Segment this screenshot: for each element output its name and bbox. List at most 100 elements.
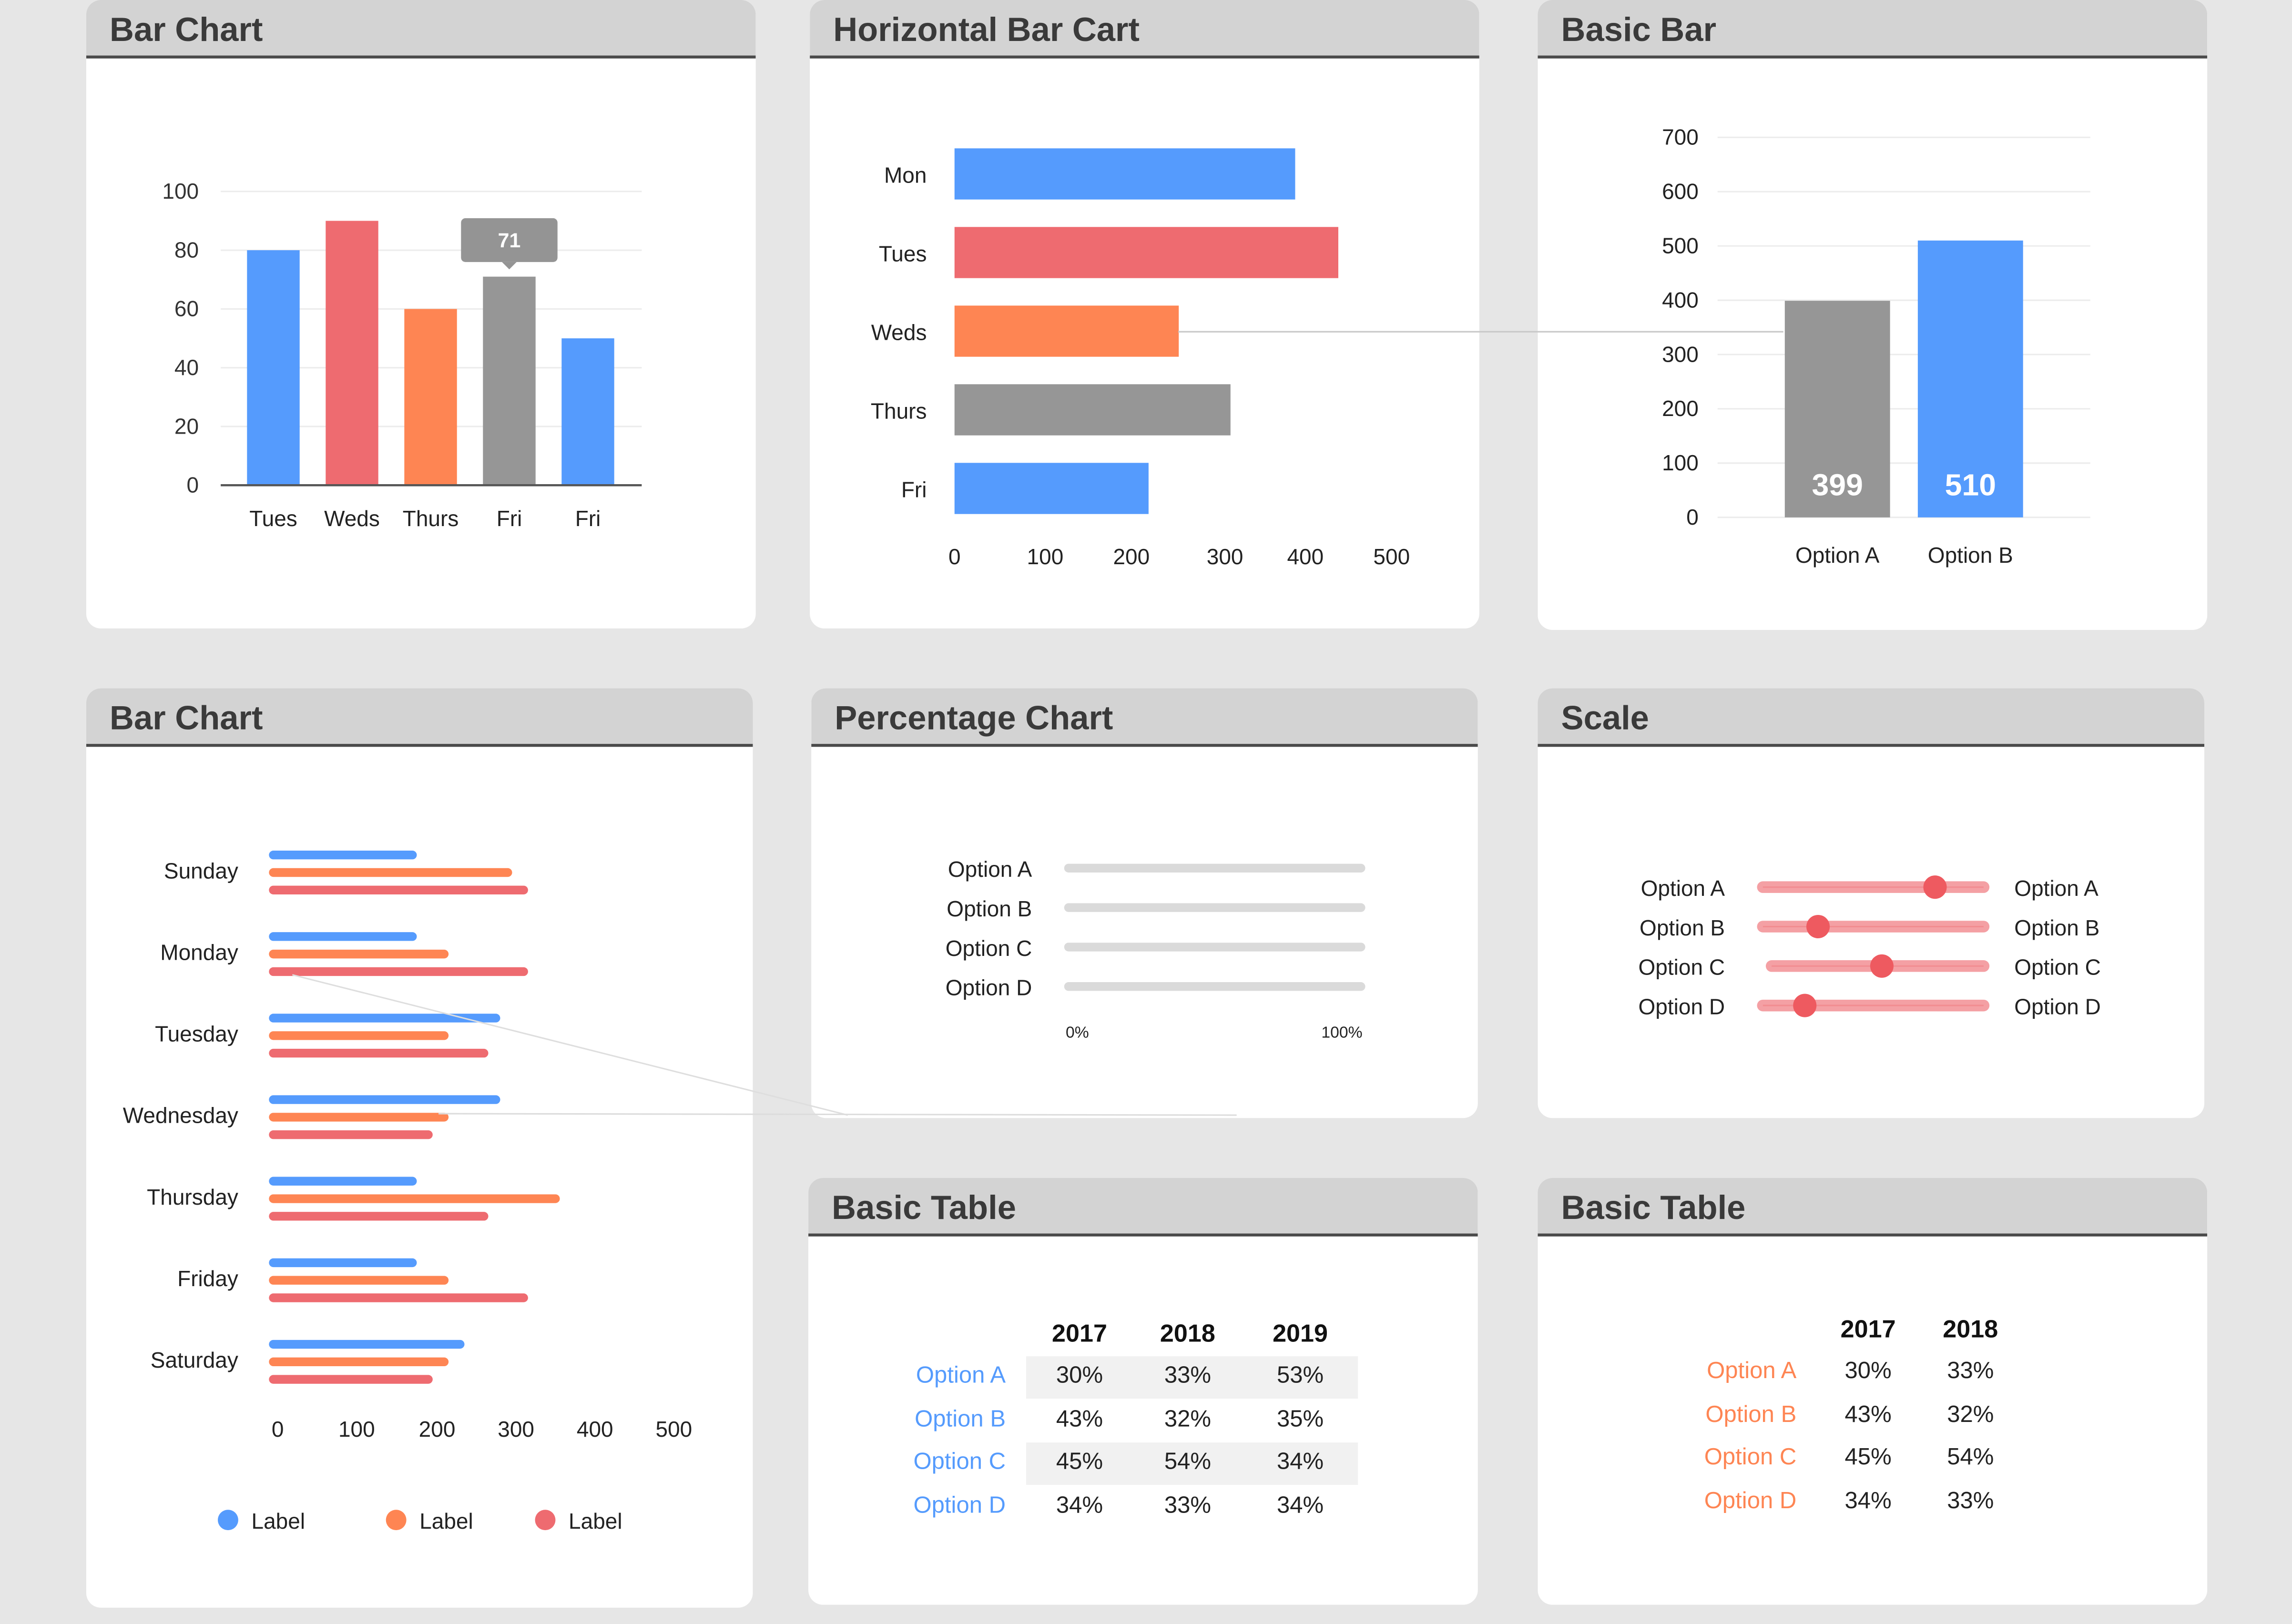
data-label: 510 [1945,468,1996,502]
bar-label: Option C [946,936,1032,961]
card-header: Basic Table [808,1178,1478,1237]
row-label: Option C [913,1450,1006,1475]
y-tick-label: 700 [1662,125,1699,150]
scale-right-label: Option C [2014,955,2101,980]
x-axis-label: 0% [1066,1024,1089,1042]
x-tick-label: 500 [1373,544,1410,569]
table-cell: 34% [1242,1441,1358,1485]
table-row: Option C 45% 54% 34% [892,1441,1358,1485]
scale-left-label: Option B [1640,915,1725,940]
horizontal-bar-chart: Mon Tues Weds Thurs Fri 0 100 200 300 400 500 [871,148,1410,569]
bar [954,463,1149,514]
scale-handle [1806,914,1830,939]
y-tick-label: Saturday [151,1348,238,1372]
bar [483,276,536,486]
table-cell: 30% [1844,1360,1892,1385]
bar [404,309,457,486]
data-label: 399 [1812,468,1863,502]
scale-handle [1793,994,1817,1017]
scale-handle [1923,875,1947,899]
bar-chart: 0 20 40 60 80 100 Tues Weds Thurs Fri Fri 71 [162,179,642,531]
bar [326,221,378,486]
x-tick-label: 200 [419,1417,456,1441]
y-tick-label: 80 [174,237,199,262]
x-tick-label: 300 [1207,544,1243,569]
basic-table: 2017 2018 2019 Option A 30% 33% 53% Option B 43%… [892,1312,1358,1528]
table-cell: 33% [1947,1360,1994,1385]
bar [1917,240,2023,518]
y-tick-label: Tuesday [155,1022,238,1046]
legend-label: Label [419,1509,473,1533]
table-cell: 33% [1164,1493,1212,1518]
table-cell: 34% [1056,1493,1103,1518]
tooltip-box [461,218,558,262]
card-header: Percentage Chart [811,688,1478,747]
legend-marker [217,1510,238,1531]
y-tick-label: 40 [174,355,199,380]
scale-left-label: Option A [1641,876,1725,901]
y-tick-label: Fri [901,477,927,502]
basic-table-card: Basic Table 2017 2018 2019 Option A 30% 33% 53… [808,1178,1478,1605]
x-tick-label: Tues [249,506,297,531]
scale-right-label: Option B [2014,915,2099,940]
row-label: Option D [913,1493,1006,1518]
y-tick-label: 600 [1662,179,1699,204]
table-corner [892,1312,1026,1355]
y-tick-label: Thursday [147,1185,238,1209]
bar-chart-card: Bar Chart 0 20 40 60 80 100 Tues Weds Thurs Fri Fr… [86,0,756,629]
table-cell: 34% [1844,1489,1892,1514]
x-tick-label: 100 [1027,544,1064,569]
table-cell: 43% [1056,1407,1103,1432]
y-tick-label: Monday [160,940,238,964]
table-row: Option D 34% 33% 34% [892,1485,1358,1528]
legend-label: Label [569,1509,622,1533]
card-title: Percentage Chart [835,699,1113,737]
card-title: Scale [1561,699,1649,737]
table-cell: 33% [1132,1355,1243,1399]
x-tick-label: 100 [338,1417,375,1441]
y-tick-label: 400 [1662,287,1699,312]
column-header: 2017 [1051,1319,1107,1348]
row-label: Option A [916,1364,1006,1389]
row-label: Option A [1707,1360,1797,1385]
column-header: 2017 [1840,1315,1896,1343]
scale-card: Scale Option A Option A Option B Option B Op… [1538,688,2205,1118]
percentage-chart: Option A Option B Option C Option D 0% 100% [946,857,1365,1042]
bar [954,384,1231,436]
card-header: Scale [1538,688,2205,747]
table-row: Option A 30% 33% [1678,1351,2022,1394]
y-tick-label: 20 [174,414,199,438]
y-tick-label: Sunday [164,858,238,883]
y-tick-label: 300 [1662,342,1699,366]
table-cell: 43% [1844,1402,1892,1428]
card-title: Bar Chart [110,10,263,49]
column-header: 2018 [1160,1319,1215,1348]
table-corner [1678,1308,1817,1351]
table-cell: 35% [1276,1407,1324,1432]
table-cell: 32% [1947,1402,1994,1428]
bar [1784,301,1890,518]
legend-marker [386,1510,407,1531]
x-tick-label: 200 [1113,544,1150,569]
card-title: Basic Table [832,1188,1016,1227]
table-row: Option C 45% 54% [1678,1437,2022,1480]
table-cell: 53% [1242,1355,1358,1399]
table-cell: 34% [1276,1493,1324,1518]
y-tick-label: Wednesday [123,1103,238,1128]
horizontal-bar-chart-card: Horizontal Bar Cart Mon Tues Weds Thurs Fri 0… [810,0,1479,629]
row-label: Option D [1704,1489,1797,1514]
x-tick-label: 300 [498,1417,534,1441]
x-tick-label: Option B [1928,543,2013,568]
table-cell: 54% [1947,1446,1994,1471]
column-header: 2019 [1273,1319,1328,1348]
scale-left-label: Option C [1639,955,1725,980]
basic-table-card-2: Basic Table 2017 2018 Option A 30% 33% Option… [1538,1178,2208,1605]
card-header: Bar Chart [86,0,756,59]
column-header: 2018 [1943,1315,1998,1343]
y-tick-label: 60 [174,296,199,321]
x-tick-label: Fri [575,506,601,531]
y-tick-label: 200 [1662,396,1699,421]
x-tick-label: 400 [1287,544,1324,569]
table-cell: 30% [1026,1355,1133,1399]
x-axis-label: 100% [1321,1024,1362,1042]
